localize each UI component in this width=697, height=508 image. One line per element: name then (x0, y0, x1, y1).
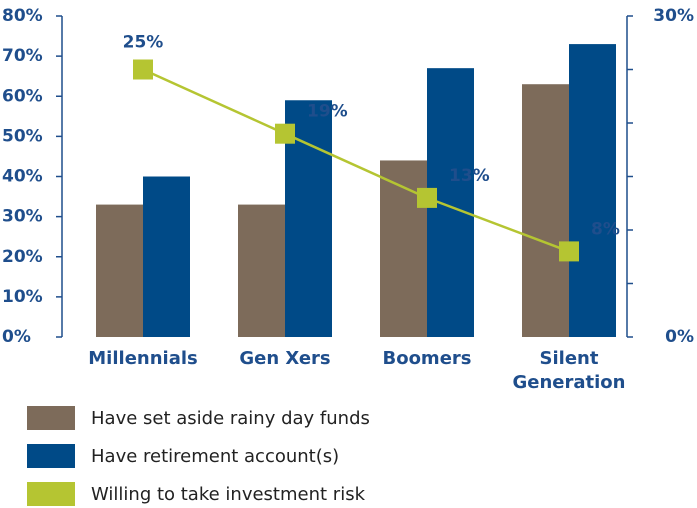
line (142, 68, 570, 253)
y-tick-label: 0% (2, 327, 31, 347)
y-tick-label: 80% (2, 6, 43, 26)
bar (96, 204, 143, 337)
y-tick-label: 20% (2, 247, 43, 267)
line-marker (417, 187, 437, 208)
legend-item: Have retirement account(s) (27, 444, 339, 468)
y-tick-label: 70% (2, 46, 43, 66)
bar (143, 176, 190, 337)
x-tick-label: Gen Xers (239, 348, 331, 369)
legend-label: Have retirement account(s) (91, 445, 340, 467)
line-marker (275, 123, 295, 144)
legend-swatch (27, 482, 75, 506)
data-label: 13% (449, 166, 490, 186)
y-tick-label: 40% (2, 167, 43, 187)
x-tick-label: Boomers (382, 348, 472, 369)
x-tick-label: Millennials (88, 348, 198, 369)
y-tick-label: 30% (2, 207, 43, 227)
y-tick-label: 10% (2, 287, 43, 307)
line-marker (133, 59, 153, 80)
data-label: 25% (123, 33, 164, 53)
bar (569, 44, 616, 338)
y-tick-label: 60% (2, 86, 43, 106)
y-tick-label: 50% (2, 126, 43, 146)
data-label: 19% (307, 102, 348, 122)
legend-item: Have set aside rainy day funds (27, 406, 370, 430)
legend-item: Willing to take investment risk (27, 482, 365, 506)
line-marker (559, 241, 579, 262)
chart: 0% 10% 20% 30% 40% 50% 60% 70% 80% 0% 30% 25% 19% 13%… (2, 6, 694, 347)
bar (238, 204, 285, 337)
x-tick-label: Silent Generation (512, 348, 626, 393)
legend-label: Willing to take investment risk (91, 483, 365, 505)
legend-swatch (27, 406, 75, 430)
y2-tick-label: 30% (653, 6, 694, 26)
bar (522, 84, 569, 338)
legend-label: Have set aside rainy day funds (91, 407, 370, 429)
y2-tick-label: 0% (665, 327, 694, 347)
legend-swatch (27, 444, 75, 468)
data-label: 8% (591, 219, 620, 239)
